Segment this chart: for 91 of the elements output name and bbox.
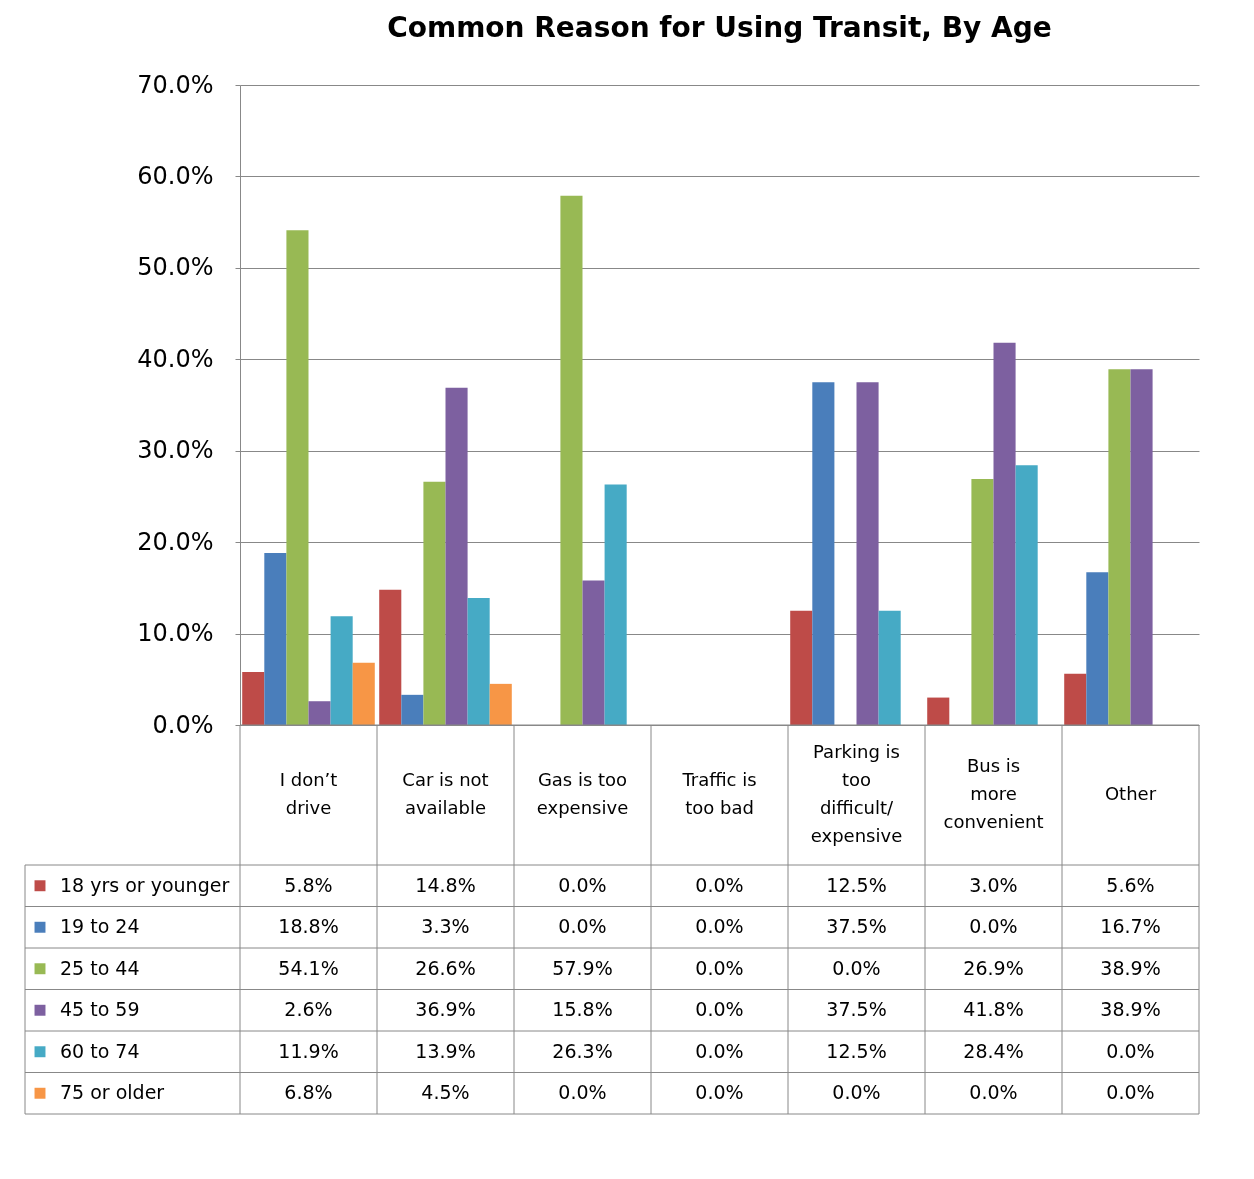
bar <box>560 195 583 725</box>
data-label: 5.6% <box>1106 873 1155 896</box>
y-tick-label: 50.0% <box>137 253 214 282</box>
data-label: 3.0% <box>969 873 1018 896</box>
bar <box>1086 572 1109 725</box>
y-tick-label: 20.0% <box>137 527 214 556</box>
bar <box>971 479 994 725</box>
data-label: 0.0% <box>695 998 744 1021</box>
x-tick-label: Bus is more convenient <box>943 755 1044 832</box>
y-tick-label: 0.0% <box>152 710 214 739</box>
y-tick-label: 40.0% <box>137 344 214 373</box>
x-tick-label: Traffic is too bad <box>681 769 757 818</box>
bar <box>582 580 605 725</box>
bar <box>401 694 424 725</box>
bar <box>445 387 468 725</box>
data-label: 54.1% <box>278 956 339 979</box>
bar <box>264 553 287 725</box>
bar <box>856 382 879 725</box>
bar <box>812 382 835 725</box>
x-tick-label: Gas is too expensive <box>536 769 629 818</box>
data-label: 5.8% <box>284 873 333 896</box>
data-label: 2.6% <box>284 998 333 1021</box>
bar <box>1108 369 1131 725</box>
data-label: 38.9% <box>1100 998 1161 1021</box>
data-label: 13.9% <box>415 1039 476 1062</box>
y-tick-label: 30.0% <box>137 436 214 465</box>
x-tick-label: Car is not available <box>402 769 489 818</box>
data-label: 38.9% <box>1100 956 1161 979</box>
data-label: 0.0% <box>558 873 607 896</box>
bar <box>927 697 950 725</box>
bar <box>489 683 512 725</box>
data-label: 16.7% <box>1100 915 1161 938</box>
bar <box>1130 369 1153 725</box>
data-label: 14.8% <box>415 873 476 896</box>
legend-label: 18 yrs or younger <box>60 873 230 896</box>
data-label: 41.8% <box>963 998 1024 1021</box>
bar <box>467 597 490 725</box>
chart-title: Common Reason for Using Transit, By Age <box>387 11 1052 44</box>
y-tick-label: 70.0% <box>137 70 214 99</box>
x-tick-label: Other <box>1104 783 1157 804</box>
data-label: 0.0% <box>832 956 881 979</box>
data-label: 12.5% <box>826 873 887 896</box>
data-label: 57.9% <box>552 956 613 979</box>
data-label: 4.5% <box>421 1081 470 1104</box>
data-label: 37.5% <box>826 915 887 938</box>
data-label: 0.0% <box>832 1081 881 1104</box>
bar <box>242 671 265 725</box>
data-label: 0.0% <box>695 956 744 979</box>
data-label: 0.0% <box>695 1039 744 1062</box>
data-label: 0.0% <box>1106 1081 1155 1104</box>
data-label: 12.5% <box>826 1039 887 1062</box>
data-label: 0.0% <box>558 915 607 938</box>
data-label: 26.6% <box>415 956 476 979</box>
bar <box>308 701 331 725</box>
bar <box>878 610 901 725</box>
data-label: 0.0% <box>1106 1039 1155 1062</box>
x-tick-label: I don’t drive <box>279 769 338 818</box>
data-label: 0.0% <box>969 1081 1018 1104</box>
legend-label: 45 to 59 <box>60 998 140 1021</box>
data-label: 0.0% <box>695 915 744 938</box>
bar <box>423 481 446 725</box>
data-label: 28.4% <box>963 1039 1024 1062</box>
bar <box>1015 465 1038 725</box>
data-label: 0.0% <box>695 873 744 896</box>
bar <box>330 616 353 725</box>
data-label: 11.9% <box>278 1039 339 1062</box>
bar <box>379 589 402 725</box>
data-label: 3.3% <box>421 915 470 938</box>
data-label: 18.8% <box>278 915 339 938</box>
data-label: 0.0% <box>969 915 1018 938</box>
x-tick-label: Parking is too difficult/expensive <box>810 741 903 846</box>
data-label: 0.0% <box>558 1081 607 1104</box>
bar <box>604 484 627 725</box>
data-label: 26.9% <box>963 956 1024 979</box>
bar <box>1064 673 1087 725</box>
bar <box>993 342 1016 725</box>
bar <box>352 662 375 725</box>
legend-label: 19 to 24 <box>60 915 140 938</box>
data-label: 37.5% <box>826 998 887 1021</box>
data-label: 15.8% <box>552 998 613 1021</box>
data-label: 36.9% <box>415 998 476 1021</box>
y-tick-label: 60.0% <box>137 161 214 190</box>
bar <box>790 610 813 725</box>
legend-label: 60 to 74 <box>60 1039 140 1062</box>
data-label: 0.0% <box>695 1081 744 1104</box>
data-label: 6.8% <box>284 1081 333 1104</box>
data-label: 26.3% <box>552 1039 613 1062</box>
legend-label: 75 or older <box>60 1081 165 1104</box>
bar <box>286 230 309 725</box>
y-tick-label: 10.0% <box>137 619 214 648</box>
legend-label: 25 to 44 <box>60 956 140 979</box>
